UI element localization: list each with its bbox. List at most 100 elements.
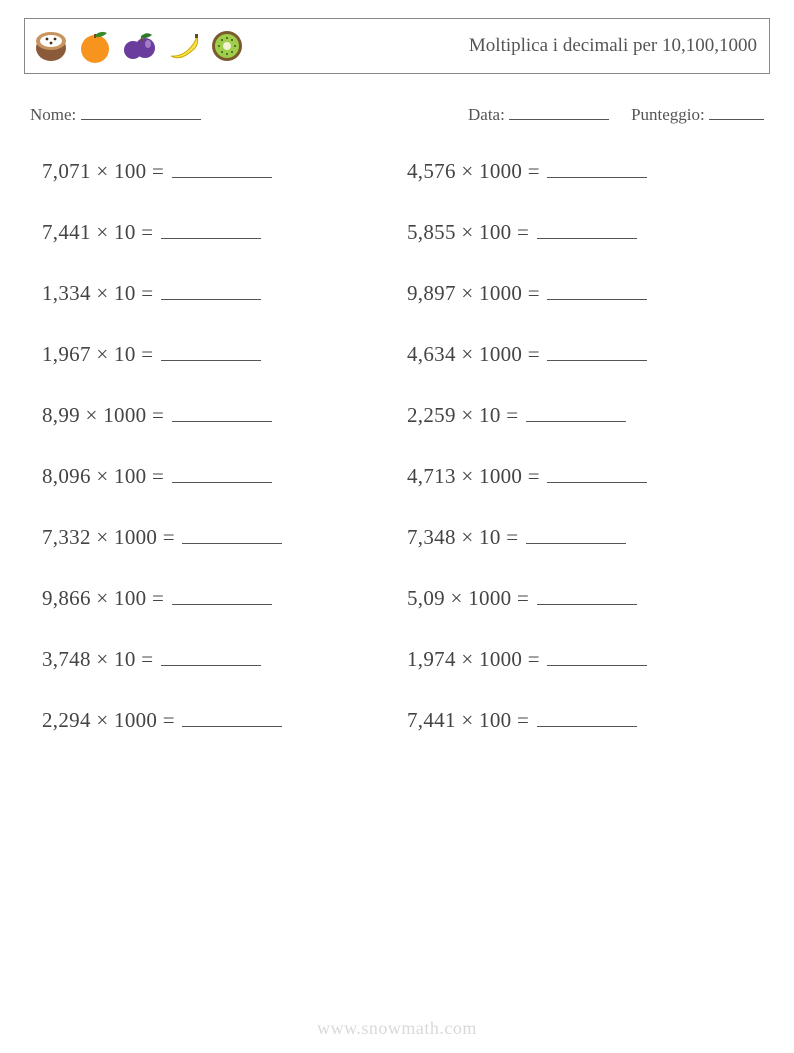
operator: ×	[96, 464, 108, 488]
answer-blank[interactable]	[537, 218, 637, 239]
answer-blank[interactable]	[172, 584, 272, 605]
problem-item: 4,576 × 1000 =	[407, 157, 752, 184]
problem-item: 1,334 × 10 =	[42, 279, 387, 306]
problem-item: 7,441 × 100 =	[407, 706, 752, 733]
operand-a: 1,974	[407, 647, 456, 671]
operand-b: 100	[114, 159, 146, 183]
answer-blank[interactable]	[547, 645, 647, 666]
operator: ×	[96, 220, 108, 244]
score-field: Punteggio:	[631, 102, 764, 125]
answer-blank[interactable]	[161, 340, 261, 361]
answer-blank[interactable]	[172, 157, 272, 178]
equals: =	[501, 525, 524, 549]
operator: ×	[461, 647, 473, 671]
operand-b: 1000	[103, 403, 146, 427]
problem-item: 1,967 × 10 =	[42, 340, 387, 367]
equals: =	[146, 403, 169, 427]
equals: =	[522, 281, 545, 305]
operand-a: 2,294	[42, 708, 91, 732]
equals: =	[522, 342, 545, 366]
fruit-icons	[31, 26, 247, 66]
answer-blank[interactable]	[547, 279, 647, 300]
header-box: Moltiplica i decimali per 10,100,1000	[24, 18, 770, 74]
equals: =	[136, 342, 159, 366]
operand-a: 7,332	[42, 525, 91, 549]
problem-item: 9,866 × 100 =	[42, 584, 387, 611]
operator: ×	[451, 586, 463, 610]
worksheet-title: Moltiplica i decimali per 10,100,1000	[469, 35, 757, 57]
score-label: Punteggio:	[631, 105, 705, 124]
answer-blank[interactable]	[182, 706, 282, 727]
answer-blank[interactable]	[182, 523, 282, 544]
operand-a: 9,897	[407, 281, 456, 305]
operator: ×	[461, 220, 473, 244]
operand-b: 100	[479, 220, 511, 244]
problem-item: 3,748 × 10 =	[42, 645, 387, 672]
problem-item: 8,99 × 1000 =	[42, 401, 387, 428]
problem-item: 5,09 × 1000 =	[407, 584, 752, 611]
operand-b: 1000	[479, 159, 522, 183]
operator: ×	[96, 586, 108, 610]
operand-b: 1000	[114, 708, 157, 732]
answer-blank[interactable]	[547, 340, 647, 361]
problem-item: 2,294 × 1000 =	[42, 706, 387, 733]
problem-item: 7,441 × 10 =	[42, 218, 387, 245]
score-blank[interactable]	[709, 102, 764, 120]
operator: ×	[461, 708, 473, 732]
date-blank[interactable]	[509, 102, 609, 120]
orange-icon	[75, 26, 115, 66]
answer-blank[interactable]	[547, 462, 647, 483]
operand-b: 1000	[479, 281, 522, 305]
answer-blank[interactable]	[526, 523, 626, 544]
answer-blank[interactable]	[547, 157, 647, 178]
name-field: Nome:	[30, 102, 201, 125]
equals: =	[136, 220, 159, 244]
operator: ×	[96, 708, 108, 732]
problem-item: 9,897 × 1000 =	[407, 279, 752, 306]
operand-b: 1000	[479, 464, 522, 488]
operand-a: 5,09	[407, 586, 445, 610]
problem-item: 1,974 × 1000 =	[407, 645, 752, 672]
equals: =	[522, 464, 545, 488]
equals: =	[511, 220, 534, 244]
equals: =	[157, 708, 180, 732]
answer-blank[interactable]	[526, 401, 626, 422]
problem-item: 7,071 × 100 =	[42, 157, 387, 184]
answer-blank[interactable]	[172, 462, 272, 483]
equals: =	[146, 159, 169, 183]
equals: =	[511, 586, 534, 610]
operand-a: 4,634	[407, 342, 456, 366]
name-label: Nome:	[30, 105, 76, 124]
operand-a: 7,348	[407, 525, 456, 549]
operand-a: 9,866	[42, 586, 91, 610]
operand-a: 7,441	[407, 708, 456, 732]
operand-a: 7,441	[42, 220, 91, 244]
answer-blank[interactable]	[172, 401, 272, 422]
equals: =	[522, 647, 545, 671]
answer-blank[interactable]	[537, 706, 637, 727]
equals: =	[511, 708, 534, 732]
problems-grid: 7,071 × 100 = 4,576 × 1000 = 7,441 × 10 …	[24, 157, 770, 733]
operator: ×	[96, 647, 108, 671]
operand-b: 1000	[479, 647, 522, 671]
answer-blank[interactable]	[537, 584, 637, 605]
operator: ×	[86, 403, 98, 427]
operand-b: 100	[479, 708, 511, 732]
problem-item: 4,713 × 1000 =	[407, 462, 752, 489]
operator: ×	[96, 342, 108, 366]
footer-watermark: www.snowmath.com	[0, 1018, 794, 1039]
operand-b: 1000	[114, 525, 157, 549]
operator: ×	[96, 159, 108, 183]
name-blank[interactable]	[81, 102, 201, 120]
banana-icon	[163, 26, 203, 66]
operator: ×	[96, 525, 108, 549]
answer-blank[interactable]	[161, 218, 261, 239]
answer-blank[interactable]	[161, 279, 261, 300]
answer-blank[interactable]	[161, 645, 261, 666]
equals: =	[146, 586, 169, 610]
operand-b: 10	[479, 403, 501, 427]
operand-a: 2,259	[407, 403, 456, 427]
operand-a: 4,713	[407, 464, 456, 488]
operator: ×	[461, 403, 473, 427]
operand-b: 10	[479, 525, 501, 549]
